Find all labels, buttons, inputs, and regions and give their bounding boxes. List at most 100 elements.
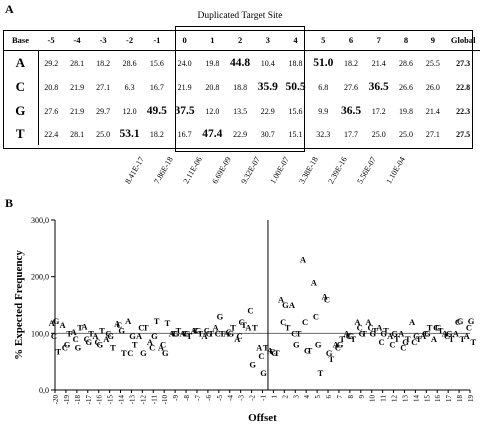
data-point-C: C <box>258 351 264 361</box>
data-point-A: A <box>464 331 471 341</box>
data-point-C: C <box>357 323 363 333</box>
data-point-A: A <box>289 300 296 310</box>
value-cell: 6.8 <box>318 82 329 92</box>
data-point-C: C <box>138 323 144 333</box>
data-point-C: C <box>324 294 330 304</box>
data-point-G: G <box>457 316 464 326</box>
data-point-T: T <box>318 368 324 378</box>
value-cell: 26.0 <box>425 82 440 92</box>
data-point-G: G <box>118 326 125 336</box>
data-point-A: A <box>49 318 56 328</box>
data-point-C: C <box>116 320 122 330</box>
y-tick-label: 300,0 <box>31 216 49 225</box>
data-point-G: G <box>260 368 267 378</box>
data-point-C: C <box>422 328 428 338</box>
x-axis-title: Offset <box>248 412 277 424</box>
data-point-T: T <box>405 334 411 344</box>
data-point-T: T <box>197 328 203 338</box>
y-tick-label: 100,0 <box>31 329 49 338</box>
data-point-A: A <box>103 334 110 344</box>
x-tick-label: -6 <box>205 395 213 401</box>
header-cell: 1 <box>198 30 227 51</box>
value-cell: 29.2 <box>44 58 59 68</box>
data-point-C: C <box>400 343 406 353</box>
table-row: A 29.2 28.1 18.2 28.6 15.6 24.0 19.8 44.8 10.4 18.… <box>3 50 480 75</box>
x-tick-label: -20 <box>52 395 60 405</box>
panel-a-label: A <box>5 2 14 16</box>
data-point-T: T <box>372 326 378 336</box>
data-point-A: A <box>442 328 449 338</box>
header-cell: 8 <box>392 30 420 51</box>
x-tick-label: -13 <box>128 395 136 405</box>
value-cell: 53.1 <box>119 128 140 140</box>
data-point-T: T <box>350 334 356 344</box>
value-cell: 27.1 <box>96 82 111 92</box>
data-point-A: A <box>234 334 241 344</box>
data-point-G: G <box>64 340 71 350</box>
data-point-C: C <box>215 328 221 338</box>
data-point-T: T <box>383 326 389 336</box>
value-cell: 22.9 <box>260 106 275 116</box>
value-cell: 21.9 <box>177 82 192 92</box>
data-point-A: A <box>81 322 88 332</box>
x-tick-label: -7 <box>194 395 202 401</box>
data-point-A: A <box>431 334 438 344</box>
data-point-G: G <box>435 323 442 333</box>
data-point-A: A <box>311 277 318 287</box>
data-point-A: A <box>223 328 230 338</box>
header-cell: 4 <box>281 30 310 51</box>
global-cell: 27.5 <box>456 129 471 139</box>
duplicated-target-site-title: Duplicated Target Site <box>197 11 283 21</box>
data-point-C: C <box>127 348 133 358</box>
value-cell: 15.6 <box>288 106 303 116</box>
data-point-G: G <box>162 348 169 358</box>
global-cell: 27.3 <box>456 58 471 68</box>
data-point-A: A <box>343 328 350 338</box>
data-point-A: A <box>92 331 99 341</box>
data-point-G: G <box>424 328 431 338</box>
data-point-G: G <box>369 328 376 338</box>
data-point-C: C <box>236 331 242 341</box>
data-point-G: G <box>195 326 202 336</box>
data-point-G: G <box>337 340 344 350</box>
x-tick-label: 10 <box>369 395 377 403</box>
base-cell: C <box>3 75 39 99</box>
data-point-C: C <box>302 317 308 327</box>
y-tick-label: 200,0 <box>31 273 49 282</box>
x-tick-label: 12 <box>391 395 399 403</box>
data-point-T: T <box>99 326 105 336</box>
x-tick-label: -18 <box>74 395 82 405</box>
data-point-T: T <box>416 334 422 344</box>
data-point-A: A <box>125 316 132 326</box>
x-tick-label: -16 <box>96 395 104 405</box>
data-point-T: T <box>328 354 334 364</box>
data-point-T: T <box>427 323 433 333</box>
data-point-T: T <box>165 318 171 328</box>
value-cell: 35.9 <box>257 81 278 93</box>
data-point-G: G <box>249 360 256 370</box>
value-cell: 25.5 <box>425 58 440 68</box>
header-cell: 3 <box>253 30 282 51</box>
data-point-T: T <box>110 343 116 353</box>
header-cell: 5 <box>309 30 338 51</box>
global-cell: 22.8 <box>456 82 471 92</box>
x-tick-label: -3 <box>238 395 246 401</box>
x-tick-label: -15 <box>107 395 115 405</box>
data-point-G: G <box>75 343 82 353</box>
value-cell: 47.4 <box>202 128 223 140</box>
x-tick-label: -14 <box>118 395 126 405</box>
value-cell: 22.9 <box>233 129 248 139</box>
data-point-C: C <box>433 323 439 333</box>
data-point-A: A <box>453 328 460 338</box>
data-point-G: G <box>391 328 398 338</box>
data-point-C: C <box>335 343 341 353</box>
x-tick-label: -4 <box>227 395 235 401</box>
base-cell: G <box>3 99 39 123</box>
data-point-C: C <box>226 327 232 337</box>
data-point-T: T <box>460 334 466 344</box>
data-point-T: T <box>55 346 61 356</box>
data-point-A: A <box>70 327 77 337</box>
value-cell: 28.1 <box>70 58 85 68</box>
y-axis-title: % Expected Frequency <box>13 250 25 360</box>
data-point-A: A <box>212 323 219 333</box>
